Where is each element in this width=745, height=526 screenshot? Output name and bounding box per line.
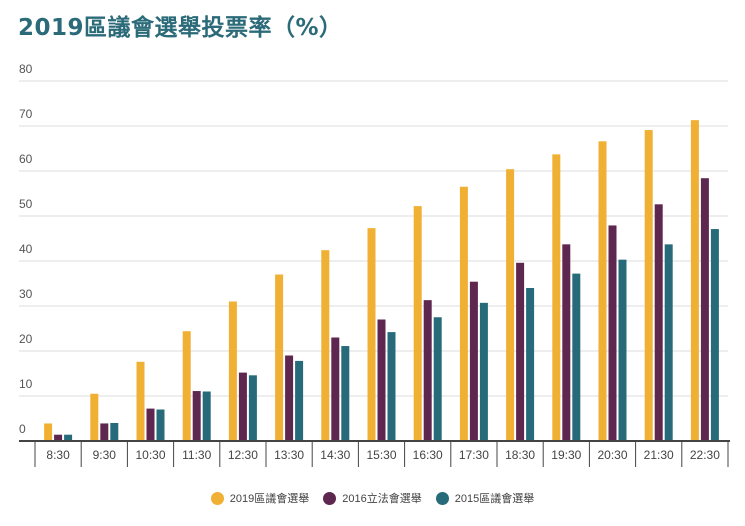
bar xyxy=(644,130,653,442)
chart-title: 2019區議會選舉投票率（%） xyxy=(18,15,343,41)
x-tick-label: 21:30 xyxy=(644,448,674,462)
bar xyxy=(295,360,304,441)
legend-item: 2019區議會選舉 xyxy=(210,490,310,506)
bar xyxy=(228,301,237,441)
bar xyxy=(192,391,201,441)
bar xyxy=(202,391,211,441)
x-tick-label: 14:30 xyxy=(320,448,350,462)
x-tick-label: 16:30 xyxy=(413,448,443,462)
bar xyxy=(608,225,617,441)
x-tick-label: 19:30 xyxy=(551,448,581,462)
bar xyxy=(156,409,165,441)
bar xyxy=(285,355,294,441)
legend-label: 2016立法會選舉 xyxy=(342,493,422,505)
bar xyxy=(479,302,488,441)
bar xyxy=(341,346,350,441)
y-tick-label: 30 xyxy=(19,287,33,301)
bar xyxy=(136,361,145,441)
bar xyxy=(377,319,386,441)
bar xyxy=(90,393,99,441)
bar xyxy=(387,332,396,441)
y-tick-label: 0 xyxy=(19,422,26,436)
legend-label: 2015區議會選舉 xyxy=(454,493,535,505)
bar xyxy=(506,169,515,441)
bar xyxy=(664,244,673,441)
bar xyxy=(526,288,535,441)
legend-swatch xyxy=(210,491,224,505)
x-tick-label: 8:30 xyxy=(46,448,70,462)
bar xyxy=(654,204,663,441)
bar xyxy=(64,434,73,441)
x-tick-label: 18:30 xyxy=(505,448,535,462)
bar xyxy=(710,229,719,441)
bar xyxy=(238,372,247,441)
legend-item: 2015區議會選舉 xyxy=(435,490,535,506)
bar xyxy=(321,250,330,441)
legend-label: 2019區議會選舉 xyxy=(229,493,310,505)
bar xyxy=(423,300,432,441)
y-tick-label: 80 xyxy=(19,62,33,76)
bar xyxy=(275,274,284,441)
legend-swatch xyxy=(323,491,337,505)
x-tick-label: 20:30 xyxy=(597,448,627,462)
bar xyxy=(110,423,119,441)
x-tick-label: 22:30 xyxy=(690,448,720,462)
bar xyxy=(146,408,155,441)
bar xyxy=(54,434,63,441)
bar xyxy=(100,423,109,441)
bar xyxy=(690,120,699,442)
y-tick-label: 70 xyxy=(19,107,33,121)
bar xyxy=(618,259,627,441)
y-tick-label: 10 xyxy=(19,377,33,391)
x-tick-label: 17:30 xyxy=(459,448,489,462)
x-tick-label: 10:30 xyxy=(135,448,165,462)
bar xyxy=(598,141,607,442)
bar xyxy=(367,228,376,441)
bar xyxy=(552,154,561,441)
bar xyxy=(459,186,468,441)
y-tick-label: 20 xyxy=(19,332,33,346)
bar xyxy=(182,331,191,441)
x-tick-label: 9:30 xyxy=(93,448,117,462)
x-tick-label: 11:30 xyxy=(182,448,211,462)
x-tick-label: 12:30 xyxy=(228,448,258,462)
bar xyxy=(331,337,340,441)
bar xyxy=(572,273,581,441)
bar xyxy=(248,375,257,441)
y-tick-label: 50 xyxy=(19,197,33,211)
bar xyxy=(469,281,478,441)
bar xyxy=(413,206,422,441)
legend-swatch xyxy=(435,491,449,505)
legend-item: 2016立法會選舉 xyxy=(323,490,422,506)
bar xyxy=(562,244,571,441)
x-tick-label: 15:30 xyxy=(366,448,396,462)
bar xyxy=(44,423,53,441)
x-tick-label: 13:30 xyxy=(274,448,304,462)
bar xyxy=(700,178,709,441)
bar xyxy=(433,317,442,441)
bar xyxy=(516,262,525,441)
y-tick-label: 60 xyxy=(19,152,33,166)
y-tick-label: 40 xyxy=(19,242,33,256)
legend: 2019區議會選舉 2016立法會選舉 2015區議會選舉 xyxy=(0,490,745,506)
